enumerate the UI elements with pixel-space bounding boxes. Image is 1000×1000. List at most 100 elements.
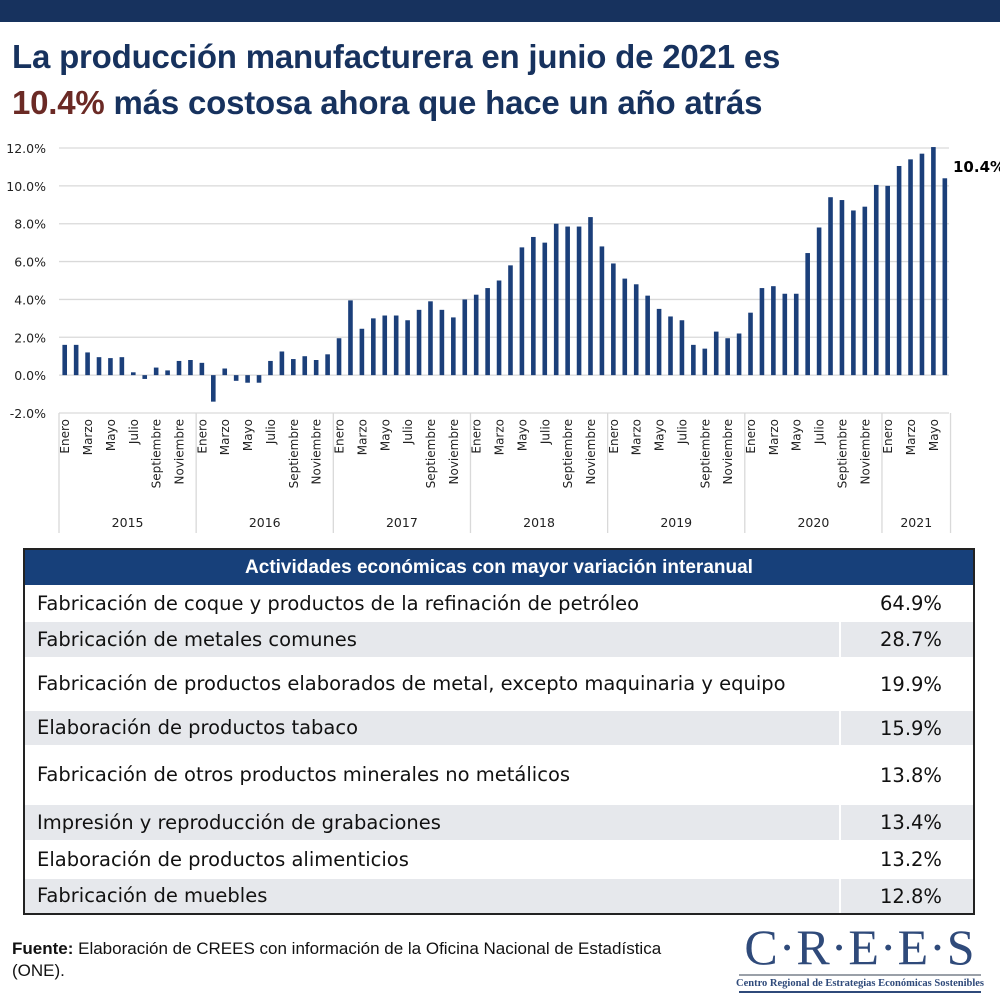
activity-name: Impresión y reproducción de grabaciones <box>25 805 841 840</box>
source-label: Fuente: <box>12 939 74 958</box>
y-tick-label: 2.0% <box>14 330 46 345</box>
bar <box>862 206 868 376</box>
bar <box>713 331 719 376</box>
activity-name: Elaboración de productos alimenticios <box>25 840 841 879</box>
table-row: Fabricación de coque y productos de la r… <box>25 585 973 622</box>
bar <box>633 284 639 376</box>
logo-subtitle: Centro Regional de Estrategias Económica… <box>735 978 984 989</box>
y-tick-label: 10.0% <box>6 179 46 194</box>
activity-name: Fabricación de metales comunes <box>25 622 841 657</box>
title-line-2: 10.4% más costosa ahora que hace un año … <box>12 80 992 126</box>
activity-value: 13.2% <box>880 848 942 871</box>
bar <box>759 288 765 376</box>
year-label: 2018 <box>523 515 555 530</box>
y-tick-label: 4.0% <box>14 292 46 307</box>
table-row: Fabricación de otros productos minerales… <box>25 745 973 805</box>
month-label: Noviembre <box>858 419 872 485</box>
table-body: Fabricación de coque y productos de la r… <box>25 585 973 913</box>
month-label: Noviembre <box>584 419 598 485</box>
gridlines <box>59 147 949 376</box>
bar <box>473 294 479 376</box>
logo-rule-bottom <box>739 991 981 993</box>
month-label: Marzo <box>355 419 369 455</box>
source-note: Fuente: Elaboración de CREES con informa… <box>12 938 692 982</box>
bar <box>313 360 319 376</box>
y-tick-label: 12.0% <box>6 141 46 156</box>
bar <box>256 375 262 383</box>
table-header: Actividades económicas con mayor variaci… <box>25 548 973 585</box>
bar <box>519 247 525 376</box>
bar <box>130 372 136 376</box>
table-row: Fabricación de productos elaborados de m… <box>25 657 973 711</box>
activity-value: 28.7% <box>880 628 942 651</box>
bar <box>736 333 742 376</box>
bar <box>268 360 273 376</box>
month-label: Julio <box>264 419 278 445</box>
year-label: 2015 <box>112 515 144 530</box>
bar <box>176 360 182 376</box>
bar <box>542 242 548 376</box>
month-label: Mayo <box>927 419 941 451</box>
table-row: Elaboración de productos alimenticios 13.… <box>25 840 973 879</box>
title-line-2-rest: más costosa ahora que hace un año atrás <box>104 84 763 121</box>
bar <box>119 357 125 376</box>
source-text: Elaboración de CREES con información de … <box>12 939 662 980</box>
year-label: 2021 <box>900 515 932 530</box>
month-label: Enero <box>881 419 895 454</box>
bar <box>302 356 308 376</box>
bar <box>816 227 822 376</box>
x-axis: 2015 Enero Marzo Mayo Julio Septiembre Noviemb… <box>58 412 952 533</box>
month-label: Marzo <box>218 419 232 455</box>
y-tick-label: 8.0% <box>14 217 46 232</box>
month-label: Septiembre <box>287 419 301 488</box>
month-label: Julio <box>813 419 827 445</box>
month-label: Mayo <box>515 419 529 451</box>
bar <box>428 301 433 376</box>
bar <box>348 300 353 376</box>
activity-value: 19.9% <box>880 672 942 696</box>
bar <box>462 299 468 376</box>
bar <box>576 226 582 376</box>
month-label: Enero <box>470 419 484 454</box>
y-tick-label: 0.0% <box>14 368 46 383</box>
bar <box>599 246 605 376</box>
bars <box>62 147 948 402</box>
bar <box>565 226 570 376</box>
month-label: Enero <box>58 419 72 454</box>
activity-value: 13.4% <box>880 811 942 834</box>
crees-logo: C·R·E·E·S Centro Regional de Estrategias… <box>735 922 985 996</box>
year-label: 2016 <box>249 515 281 530</box>
bar <box>702 348 708 376</box>
month-label: Marzo <box>904 419 918 455</box>
bar <box>793 293 799 376</box>
bar <box>531 236 536 376</box>
bar <box>656 308 662 376</box>
month-label: Septiembre <box>424 419 438 488</box>
month-label: Septiembre <box>561 419 575 488</box>
activity-name: Fabricación de muebles <box>25 879 841 913</box>
bar <box>188 360 193 376</box>
bar <box>645 295 650 376</box>
month-label: Marzo <box>81 419 95 455</box>
bar <box>679 320 685 376</box>
bar <box>279 351 285 376</box>
bar <box>885 185 890 376</box>
month-label: Noviembre <box>447 419 461 485</box>
bar <box>805 253 810 376</box>
bar <box>371 318 376 376</box>
bar <box>828 197 833 376</box>
month-label: Julio <box>127 419 141 445</box>
month-label: Marzo <box>767 419 781 455</box>
logo-mark: C·R·E·E·S <box>744 919 976 975</box>
bar <box>725 338 730 376</box>
page-title: La producción manufacturera en junio de … <box>12 34 992 126</box>
y-axis-ticks: 12.0% 10.0% 8.0% 6.0% 4.0% 2.0% 0.0% -2.0% <box>6 141 46 421</box>
bar <box>919 153 925 376</box>
month-label: Julio <box>401 419 415 445</box>
title-line-1: La producción manufacturera en junio de … <box>12 38 781 75</box>
activity-value: 12.8% <box>880 884 942 908</box>
bar <box>233 375 239 381</box>
bar <box>336 338 342 376</box>
month-label: Mayo <box>241 419 255 451</box>
bar-chart: 12.0% 10.0% 8.0% 6.0% 4.0% 2.0% 0.0% -2.0% 2015… <box>6 141 1000 533</box>
